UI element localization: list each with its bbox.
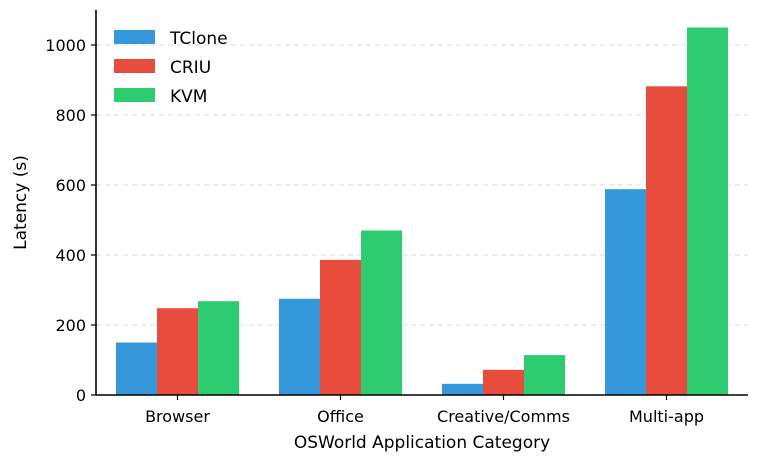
legend: TClone CRIU KVM	[114, 29, 228, 107]
legend-swatch-kvm	[114, 88, 155, 102]
bar-criu-multi-app	[646, 86, 687, 396]
x-tick-label: Browser	[145, 407, 210, 426]
y-axis-label: Latency (s)	[11, 155, 31, 250]
y-tick-label: 400	[55, 246, 86, 265]
y-tick-label: 1000	[45, 36, 86, 55]
y-tick-label: 200	[55, 316, 86, 335]
bar-kvm-browser	[198, 301, 239, 395]
legend-label-criu: CRIU	[170, 58, 211, 78]
legend-swatch-criu	[114, 59, 155, 73]
bar-tclone-creative-comms	[442, 383, 483, 395]
bars	[116, 27, 728, 396]
y-axis-ticks: 0 200 400 600 800 1000	[45, 36, 96, 405]
x-tick-label: Office	[317, 407, 364, 426]
bar-criu-office	[320, 259, 361, 395]
legend-swatch-tclone	[114, 30, 155, 44]
x-tick-label: Creative/Comms	[437, 407, 570, 426]
bar-tclone-office	[279, 298, 320, 395]
y-tick-label: 600	[55, 176, 86, 195]
bar-tclone-multi-app	[605, 189, 646, 395]
x-tick-label: Multi-app	[629, 407, 704, 426]
x-axis-ticks: Browser Office Creative/Comms Multi-app	[145, 395, 704, 426]
bar-criu-browser	[157, 308, 198, 395]
bar-tclone-browser	[116, 342, 157, 395]
y-tick-label: 800	[55, 106, 86, 125]
axes	[95, 10, 748, 396]
bar-kvm-multi-app	[687, 27, 728, 395]
bar-kvm-office	[361, 230, 402, 395]
y-tick-label: 0	[76, 386, 86, 405]
bar-kvm-creative-comms	[524, 355, 565, 395]
x-axis-label: OSWorld Application Category	[294, 433, 550, 453]
bar-criu-creative-comms	[483, 369, 524, 395]
legend-label-kvm: KVM	[170, 87, 207, 107]
legend-label-tclone: TClone	[169, 29, 228, 49]
